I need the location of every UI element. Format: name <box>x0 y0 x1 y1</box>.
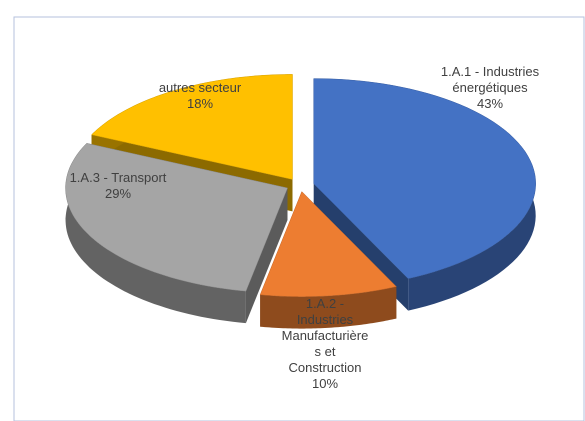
category-label: autres secteur <box>158 80 242 95</box>
slice-side <box>260 286 397 329</box>
slice-wall <box>245 188 288 324</box>
data-label-text: autres secteur 18% <box>150 80 250 112</box>
category-label: 1.A.2 - Industries Manufacturières et Co… <box>281 296 369 375</box>
value-label: 29% <box>104 186 132 201</box>
slice <box>65 143 288 292</box>
value-label: 18% <box>186 96 214 111</box>
value-label: 10% <box>311 376 339 391</box>
slice-side <box>65 143 246 324</box>
data-label: 1.A.2 - Industries Manufacturières et Co… <box>270 296 380 392</box>
data-label-text: 1.A.3 - Transport 29% <box>68 170 168 202</box>
slice <box>313 78 536 279</box>
slice <box>259 191 397 297</box>
category-label: 1.A.3 - Transport <box>69 170 167 185</box>
category-label: 1.A.1 - Industries énergétiques <box>440 64 540 95</box>
slice <box>91 74 293 180</box>
data-label-text: 1.A.2 - Industries Manufacturières et Co… <box>270 296 380 392</box>
data-label-text: 1.A.1 - Industries énergétiques 43% <box>440 64 540 112</box>
value-label: 43% <box>476 96 504 111</box>
